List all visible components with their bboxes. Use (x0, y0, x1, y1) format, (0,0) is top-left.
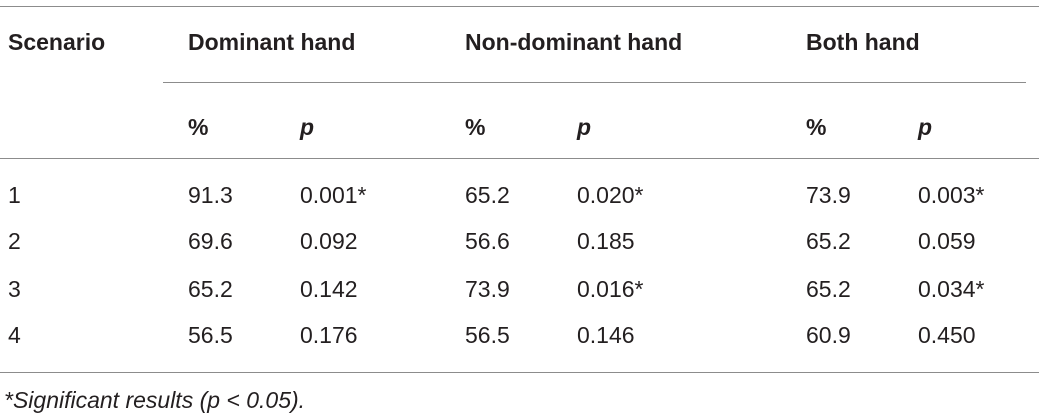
table-cell: 0.092 (300, 228, 358, 254)
column-header: Scenario (8, 29, 106, 55)
table-cell: 0.450 (918, 322, 976, 348)
column-header: Both hand (806, 29, 920, 55)
table-cell: 0.142 (300, 276, 358, 302)
row-label: 1 (8, 182, 21, 208)
sub-header: % (806, 114, 827, 140)
footnote: *Significant results (p < 0.05). (4, 387, 306, 413)
table-cell: 0.020* (577, 182, 644, 208)
table-cell: 0.016* (577, 276, 644, 302)
table-cell: 91.3 (188, 182, 233, 208)
table-cell: 0.059 (918, 228, 976, 254)
table-cell: 65.2 (806, 228, 851, 254)
table-cell: 56.5 (188, 322, 233, 348)
table-cell: 0.034* (918, 276, 985, 302)
table-cell: 69.6 (188, 228, 233, 254)
table-cell: 0.185 (577, 228, 635, 254)
column-header: Dominant hand (188, 29, 356, 55)
sub-header: p (918, 114, 933, 140)
table-cell: 56.6 (465, 228, 510, 254)
table-cell: 65.2 (188, 276, 233, 302)
row-label: 2 (8, 228, 21, 254)
column-header: Non-dominant hand (465, 29, 683, 55)
table-cell: 73.9 (465, 276, 510, 302)
table-cell: 56.5 (465, 322, 510, 348)
group-rule (163, 82, 1026, 83)
row-label: 3 (8, 276, 21, 302)
table-cell: 60.9 (806, 322, 851, 348)
table-cell: 0.176 (300, 322, 358, 348)
table-cell: 65.2 (465, 182, 510, 208)
sub-header: % (465, 114, 486, 140)
table-cell: 65.2 (806, 276, 851, 302)
row-label: 4 (8, 322, 21, 348)
top-rule (0, 6, 1039, 7)
sub-header: p (577, 114, 592, 140)
sub-header: p (300, 114, 315, 140)
bottom-rule (0, 372, 1039, 373)
sub-header: % (188, 114, 209, 140)
table-cell: 0.146 (577, 322, 635, 348)
table-cell: 0.001* (300, 182, 367, 208)
table-cell: 73.9 (806, 182, 851, 208)
table-cell: 0.003* (918, 182, 985, 208)
header-rule (0, 158, 1039, 159)
